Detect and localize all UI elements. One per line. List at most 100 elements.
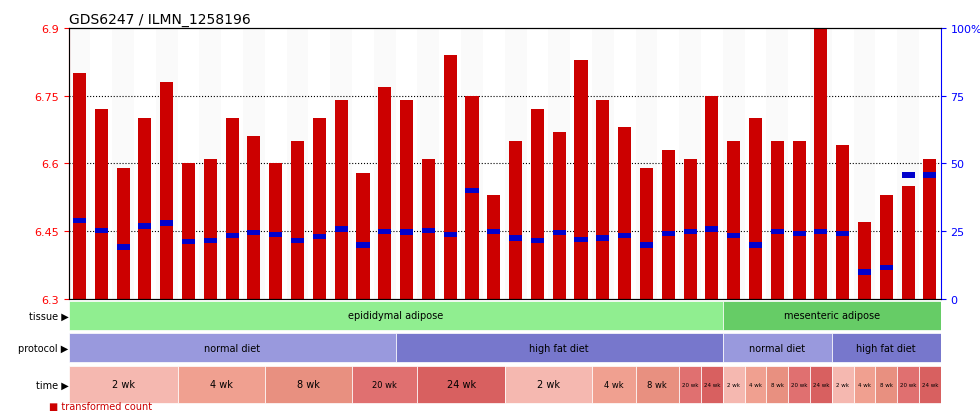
Text: 24 wk: 24 wk xyxy=(447,380,475,389)
Text: 8 wk: 8 wk xyxy=(297,380,319,389)
Text: protocol ▶: protocol ▶ xyxy=(19,343,69,353)
Bar xyxy=(270,164,282,299)
Bar xyxy=(200,29,221,299)
Text: 2 wk: 2 wk xyxy=(537,380,560,389)
Bar xyxy=(531,238,544,243)
Text: high fat diet: high fat diet xyxy=(529,343,589,353)
Bar xyxy=(112,29,134,299)
Bar xyxy=(858,270,871,275)
Text: GDS6247 / ILMN_1258196: GDS6247 / ILMN_1258196 xyxy=(69,12,250,26)
Bar xyxy=(723,29,745,299)
Bar xyxy=(247,230,261,236)
Bar xyxy=(745,29,766,299)
Bar xyxy=(204,159,217,299)
FancyBboxPatch shape xyxy=(898,366,919,403)
Bar xyxy=(553,133,565,299)
Bar xyxy=(836,231,850,237)
Bar xyxy=(832,29,854,299)
Bar xyxy=(73,218,86,223)
Bar xyxy=(487,229,501,235)
Bar xyxy=(95,110,108,299)
FancyBboxPatch shape xyxy=(832,366,854,403)
Bar xyxy=(662,151,675,299)
Bar xyxy=(902,187,914,299)
FancyBboxPatch shape xyxy=(69,301,723,330)
Bar xyxy=(444,56,457,299)
Text: 20 wk: 20 wk xyxy=(900,382,916,387)
Bar xyxy=(483,29,505,299)
Bar xyxy=(770,229,784,235)
Bar xyxy=(880,196,893,299)
Bar xyxy=(221,29,243,299)
Bar xyxy=(770,142,784,299)
Bar xyxy=(466,97,478,299)
Bar xyxy=(378,88,391,299)
Bar xyxy=(313,119,326,299)
Bar xyxy=(156,29,177,299)
Bar xyxy=(662,231,675,237)
Bar xyxy=(421,228,435,233)
Bar xyxy=(793,142,806,299)
Bar xyxy=(466,188,478,194)
Bar xyxy=(679,29,701,299)
Text: 24 wk: 24 wk xyxy=(812,382,829,387)
FancyBboxPatch shape xyxy=(701,366,723,403)
FancyBboxPatch shape xyxy=(832,333,941,363)
Bar xyxy=(858,223,871,299)
Bar xyxy=(357,173,369,299)
Bar xyxy=(291,238,304,243)
Bar xyxy=(727,233,740,239)
Bar xyxy=(487,196,501,299)
Bar xyxy=(596,236,610,241)
Text: 20 wk: 20 wk xyxy=(372,380,397,389)
Bar xyxy=(509,236,522,241)
Bar xyxy=(923,159,937,299)
Bar xyxy=(749,242,762,248)
Bar xyxy=(509,142,522,299)
Bar xyxy=(309,29,330,299)
Bar xyxy=(138,223,152,229)
Text: 8 wk: 8 wk xyxy=(880,382,893,387)
FancyBboxPatch shape xyxy=(352,366,417,403)
FancyBboxPatch shape xyxy=(265,366,352,403)
Bar xyxy=(574,237,588,242)
Bar xyxy=(574,60,588,299)
Bar xyxy=(727,142,740,299)
Bar xyxy=(417,29,439,299)
Text: 2 wk: 2 wk xyxy=(727,382,740,387)
Text: tissue ▶: tissue ▶ xyxy=(28,311,69,320)
Bar xyxy=(749,119,762,299)
FancyBboxPatch shape xyxy=(505,366,592,403)
Bar xyxy=(683,159,697,299)
Bar xyxy=(706,227,718,232)
Bar xyxy=(177,29,200,299)
Bar xyxy=(330,29,352,299)
Bar xyxy=(90,29,112,299)
FancyBboxPatch shape xyxy=(745,366,766,403)
FancyBboxPatch shape xyxy=(69,333,396,363)
Bar xyxy=(923,173,937,178)
Bar xyxy=(898,29,919,299)
Bar xyxy=(286,29,309,299)
Bar xyxy=(635,29,658,299)
Bar xyxy=(95,228,108,233)
FancyBboxPatch shape xyxy=(723,366,745,403)
Bar xyxy=(182,164,195,299)
Bar xyxy=(291,142,304,299)
Bar xyxy=(117,245,129,250)
Bar xyxy=(334,227,348,232)
Bar xyxy=(270,232,282,237)
Bar xyxy=(204,238,217,243)
Bar xyxy=(461,29,483,299)
Bar xyxy=(357,242,369,248)
Bar xyxy=(592,29,613,299)
Text: ■ transformed count: ■ transformed count xyxy=(49,401,152,411)
FancyBboxPatch shape xyxy=(875,366,898,403)
Bar xyxy=(505,29,526,299)
Text: 4 wk: 4 wk xyxy=(604,380,623,389)
FancyBboxPatch shape xyxy=(679,366,701,403)
Bar xyxy=(73,74,86,299)
Bar xyxy=(902,173,914,178)
FancyBboxPatch shape xyxy=(69,366,177,403)
Bar xyxy=(138,119,152,299)
